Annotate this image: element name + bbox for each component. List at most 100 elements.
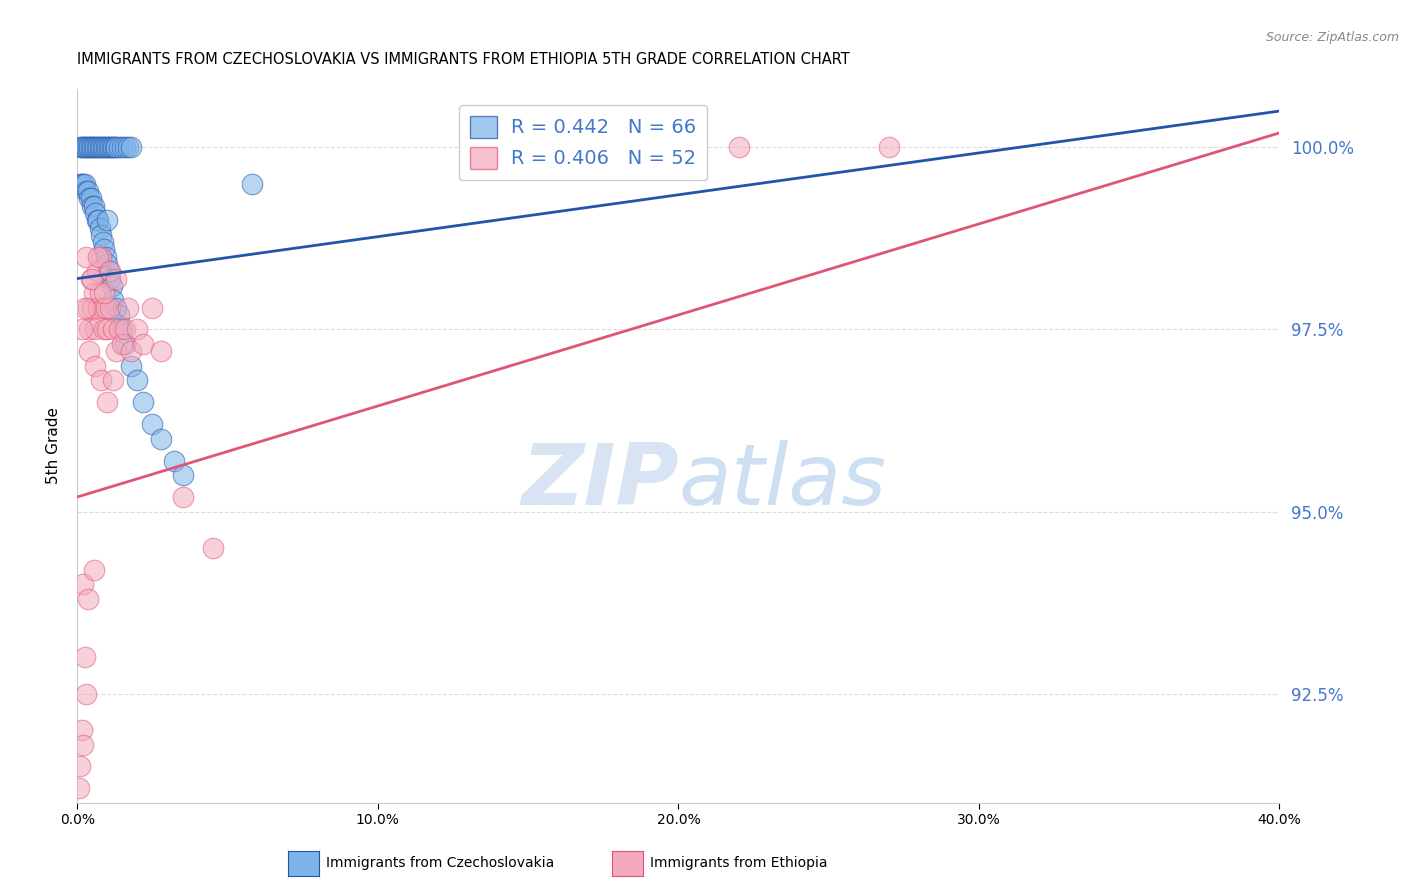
Point	[89, 286, 111, 301]
Point	[127, 322, 149, 336]
Point	[96, 395, 118, 409]
Point	[101, 278, 124, 293]
Point	[87, 301, 110, 315]
Point	[83, 140, 105, 154]
Point	[80, 191, 103, 205]
Point	[96, 257, 118, 271]
Point	[84, 206, 107, 220]
Point	[93, 140, 115, 154]
Point	[70, 177, 93, 191]
Point	[75, 184, 97, 198]
Point	[69, 177, 91, 191]
Point	[172, 468, 194, 483]
Point	[75, 687, 97, 701]
Legend: R = 0.442   N = 66, R = 0.406   N = 52: R = 0.442 N = 66, R = 0.406 N = 52	[458, 105, 707, 180]
Point	[79, 344, 101, 359]
Point	[93, 322, 115, 336]
Point	[86, 264, 108, 278]
Point	[69, 140, 91, 154]
Point	[111, 322, 134, 336]
Point	[82, 301, 104, 315]
Point	[76, 301, 98, 315]
Point	[79, 140, 101, 154]
Point	[103, 322, 125, 336]
Point	[90, 227, 112, 242]
Point	[120, 359, 142, 373]
Point	[72, 738, 94, 752]
Point	[69, 759, 91, 773]
Point	[108, 308, 131, 322]
Point	[76, 184, 98, 198]
Point	[76, 140, 98, 154]
Point	[70, 723, 93, 737]
Point	[97, 140, 120, 154]
Point	[120, 140, 142, 154]
Point	[100, 264, 122, 278]
Point	[90, 250, 112, 264]
Point	[727, 140, 749, 154]
Point	[132, 337, 155, 351]
Point	[162, 453, 184, 467]
Point	[132, 395, 155, 409]
Point	[79, 191, 101, 205]
Point	[100, 140, 122, 154]
Point	[90, 374, 112, 388]
Point	[114, 140, 136, 154]
Point	[96, 140, 118, 154]
Point	[86, 213, 108, 227]
Point	[117, 301, 139, 315]
Point	[111, 337, 134, 351]
Point	[72, 577, 94, 591]
Point	[101, 140, 124, 154]
Point	[96, 213, 118, 227]
Point	[82, 271, 104, 285]
Point	[89, 220, 111, 235]
Point	[91, 301, 114, 315]
Point	[83, 563, 105, 577]
Point	[84, 359, 107, 373]
Point	[84, 322, 107, 336]
Point	[84, 140, 107, 154]
Point	[96, 322, 118, 336]
Point	[111, 140, 134, 154]
Point	[72, 177, 94, 191]
Text: Source: ZipAtlas.com: Source: ZipAtlas.com	[1265, 31, 1399, 45]
Point	[87, 250, 110, 264]
Point	[877, 140, 900, 154]
Y-axis label: 5th Grade: 5th Grade	[46, 408, 62, 484]
Point	[105, 344, 128, 359]
Point	[103, 140, 125, 154]
Point	[91, 140, 114, 154]
Point	[94, 140, 117, 154]
Point	[82, 140, 104, 154]
Point	[80, 271, 103, 285]
Point	[100, 271, 122, 285]
Point	[201, 541, 224, 555]
Point	[108, 322, 131, 336]
Point	[105, 271, 128, 285]
Point	[103, 374, 125, 388]
Point	[94, 250, 117, 264]
Point	[141, 417, 163, 432]
Text: atlas: atlas	[679, 440, 886, 524]
Point	[87, 213, 110, 227]
Point	[72, 140, 94, 154]
Point	[83, 286, 105, 301]
Point	[127, 374, 149, 388]
Point	[120, 344, 142, 359]
Point	[73, 140, 96, 154]
Point	[172, 490, 194, 504]
Point	[117, 140, 139, 154]
Point	[82, 199, 104, 213]
Text: IMMIGRANTS FROM CZECHOSLOVAKIA VS IMMIGRANTS FROM ETHIOPIA 5TH GRADE CORRELATION: IMMIGRANTS FROM CZECHOSLOVAKIA VS IMMIGR…	[77, 52, 851, 67]
Point	[105, 140, 128, 154]
Point	[79, 322, 101, 336]
Point	[93, 286, 115, 301]
Point	[73, 301, 96, 315]
Point	[70, 322, 93, 336]
Point	[86, 140, 108, 154]
Point	[75, 250, 97, 264]
Point	[103, 293, 125, 308]
Point	[104, 140, 127, 154]
Point	[240, 177, 263, 191]
